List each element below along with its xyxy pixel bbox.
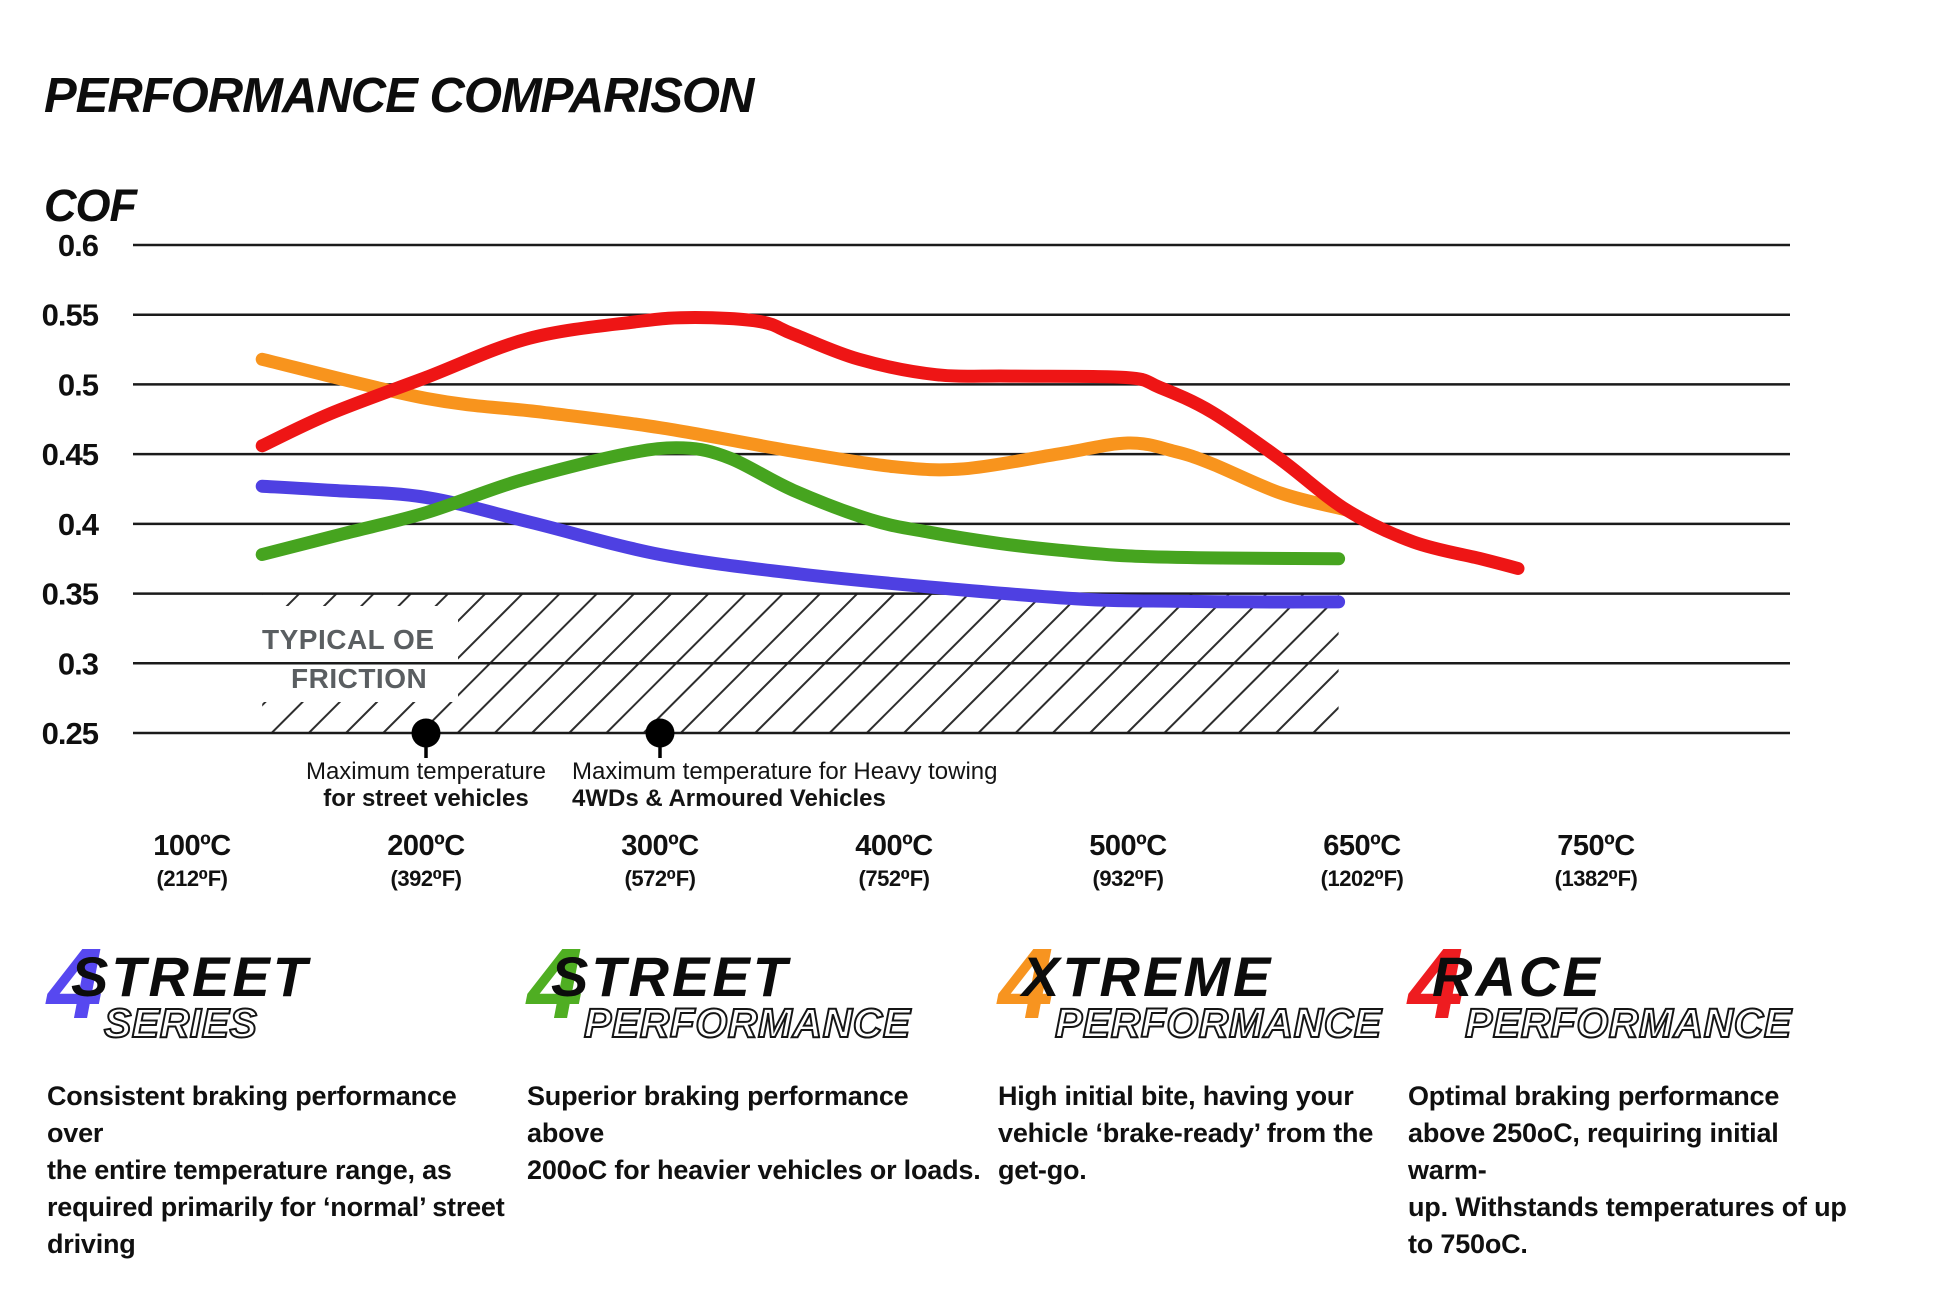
brand-four-icon: 4 [1408,928,1464,1040]
x-tick-300c: 300ºC (572⁰F) [621,830,699,891]
svg-text:0.3: 0.3 [58,646,99,681]
race-performance-description: Optimal braking performance above 250oC,… [1408,1081,1847,1259]
svg-text:0.45: 0.45 [42,437,99,472]
street-performance-logo: 4 STREET PERFORMANCE [527,928,911,1047]
xtreme-performance-logo: 4 XTREME PERFORMANCE [998,928,1382,1047]
marker-annotation-heavy-towing: Maximum temperature for Heavy towing 4WD… [572,758,998,812]
brand-four-icon: 4 [527,928,583,1040]
svg-text:TYPICAL OE: TYPICAL OE [262,624,435,655]
svg-text:0.6: 0.6 [58,228,99,263]
svg-text:0.4: 0.4 [58,507,100,542]
x-tick-750c: 750ºC (1382⁰F) [1554,830,1638,891]
x-tick-650c: 650ºC (1202⁰F) [1320,830,1404,891]
svg-text:0.55: 0.55 [42,298,99,333]
svg-text:0.25: 0.25 [42,716,99,751]
legend-street-performance: 4 STREET PERFORMANCE Superior braking pe… [527,928,992,1189]
legend-xtreme-performance: 4 XTREME PERFORMANCE High initial bite, … [998,928,1398,1189]
legend-race-performance: 4 RACE PERFORMANCE Optimal braking perfo… [1408,928,1863,1263]
svg-text:0.35: 0.35 [42,577,99,612]
page-title: PERFORMANCE COMPARISON [44,69,754,123]
x-tick-500c: 500ºC (932⁰F) [1089,830,1167,891]
brand-four-icon: 4 [47,928,103,1040]
brand-four-icon: 4 [998,928,1054,1040]
x-tick-100c: 100ºC (212⁰F) [153,830,231,891]
x-tick-400c: 400ºC (752⁰F) [855,830,933,891]
y-axis-title: COF [44,180,137,231]
legend-street-series: 4 STREET SERIES Consistent braking perfo… [47,928,517,1263]
x-tick-200c: 200ºC (392⁰F) [387,830,465,891]
race-performance-logo: 4 RACE PERFORMANCE [1408,928,1792,1047]
street-performance-description: Superior braking performance above 200oC… [527,1081,981,1185]
svg-text:FRICTION: FRICTION [291,663,427,694]
svg-text:0.5: 0.5 [58,367,99,402]
xtreme-performance-description: High initial bite, having your vehicle ‘… [998,1081,1374,1185]
street-series-description: Consistent braking performance over the … [47,1081,505,1259]
cof-line-chart: 0.6 0.55 0.5 0.45 0.4 0.35 0.3 0.25 TYPICAL OE FR… [42,228,1790,758]
marker-annotation-street-vehicles: Maximum temperature for street vehicles [305,758,547,812]
street-series-logo: 4 STREET SERIES [47,928,310,1047]
